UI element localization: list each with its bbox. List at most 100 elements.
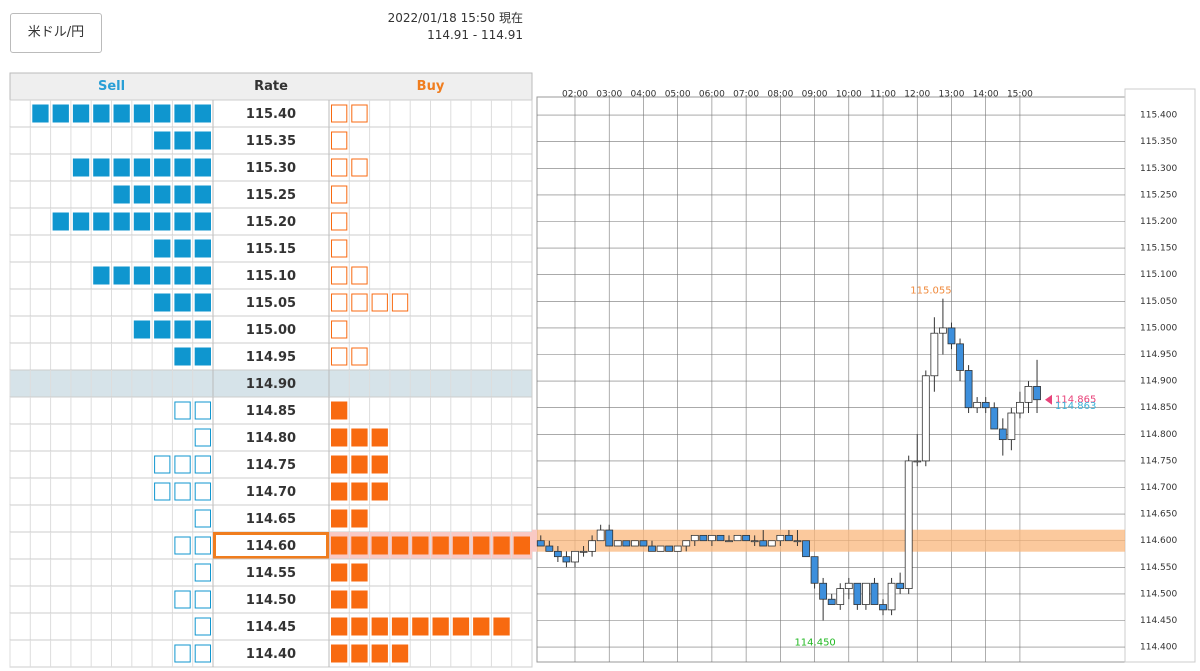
buy-square [331, 104, 348, 123]
rate: 115.20 [246, 215, 296, 230]
buy-square [351, 482, 368, 501]
buy-square [331, 131, 348, 150]
sell-square [133, 104, 151, 123]
row-bg [9, 423, 533, 452]
annotation: 115.055 [910, 286, 951, 297]
rate: 114.55 [246, 566, 296, 581]
buy-square [351, 563, 368, 582]
y-tick-label: 114.650 [1140, 510, 1177, 520]
candle-body [562, 556, 571, 563]
y-tick-label: 114.800 [1140, 430, 1177, 440]
candle-body [947, 327, 956, 345]
buy-square [331, 185, 348, 204]
buy-square [351, 536, 368, 555]
price-label: 114.863 [1055, 401, 1096, 412]
candle-body [630, 540, 639, 547]
sell-square [133, 158, 151, 177]
sell-square [194, 563, 211, 582]
x-tick-label: 11:00 [870, 90, 896, 100]
sell-square [133, 212, 151, 231]
rate-header: Rate [254, 79, 288, 94]
candle-body [930, 332, 939, 377]
sell-square [72, 104, 90, 123]
candle-body [810, 556, 819, 584]
candle-body [896, 582, 905, 589]
buy-square [351, 509, 368, 528]
pair-button[interactable]: 米ドル/円 [10, 13, 102, 53]
candle-body [793, 540, 802, 543]
candle-body [939, 327, 947, 334]
y-tick-label: 114.900 [1140, 377, 1177, 387]
y-tick-label: 115.350 [1140, 137, 1177, 147]
buy-square [331, 644, 348, 663]
row-bg [9, 477, 533, 506]
buy-square [351, 590, 368, 609]
buy-square [391, 536, 409, 555]
buy-square [331, 239, 348, 258]
sell-square [194, 131, 211, 150]
candle-body [819, 582, 828, 600]
candle-body [545, 545, 554, 552]
buy-square [371, 428, 388, 447]
sell-square [154, 455, 171, 474]
row-bg [9, 369, 533, 398]
y-tick-label: 115.300 [1140, 164, 1177, 174]
y-tick-label: 115.250 [1140, 190, 1177, 200]
buy-square [493, 536, 510, 555]
rate: 114.45 [246, 620, 296, 635]
buy-square [351, 644, 368, 663]
buy-square [432, 617, 449, 636]
buy-square [331, 455, 348, 474]
sell-square [174, 104, 191, 123]
candle-body [1016, 401, 1024, 414]
sell-square [174, 185, 191, 204]
sell-square [52, 212, 69, 231]
candle-body [879, 604, 887, 611]
buy-square [331, 320, 348, 339]
rate: 115.15 [246, 242, 296, 257]
buy-square [371, 455, 388, 474]
buy-square [513, 536, 531, 555]
candle-body [921, 375, 930, 462]
candle-body [785, 534, 793, 542]
rate: 114.60 [246, 539, 296, 554]
row-bg [9, 450, 533, 479]
rate: 115.35 [246, 134, 296, 149]
axis-frame [1124, 88, 1196, 663]
sell-square [154, 158, 171, 177]
buy-square [331, 590, 348, 609]
sell-square [52, 104, 69, 123]
sell-square [174, 455, 191, 474]
sell-square [93, 212, 110, 231]
buy-square [331, 293, 348, 312]
rate: 114.75 [246, 458, 296, 473]
rate: 114.40 [246, 647, 296, 662]
rate: 114.85 [246, 404, 296, 419]
sell-square [113, 212, 130, 231]
row-bg [9, 288, 533, 317]
buy-square [351, 455, 368, 474]
sell-square [133, 266, 151, 285]
candle-body [759, 540, 768, 547]
sell-square [194, 617, 211, 636]
candle-body [973, 401, 982, 409]
x-tick-label: 06:00 [699, 90, 725, 100]
candle-body [665, 545, 674, 552]
candle-body [682, 540, 691, 547]
buy-square [351, 347, 368, 366]
buy-square [473, 617, 490, 636]
x-tick-label: 08:00 [767, 90, 793, 100]
candle-body [673, 545, 682, 552]
buy-square [351, 293, 368, 312]
rate: 115.00 [246, 323, 296, 338]
candle-body [1024, 386, 1033, 403]
y-tick-label: 114.750 [1140, 456, 1177, 466]
sell-square [194, 185, 211, 204]
sell-square [93, 158, 110, 177]
candle-body [990, 407, 999, 430]
buy-square [493, 617, 510, 636]
buy-square [473, 536, 490, 555]
rate: 115.10 [246, 269, 296, 284]
timestamp-block: 2022/01/18 15:50 現在 114.91 - 114.91 [388, 10, 523, 44]
